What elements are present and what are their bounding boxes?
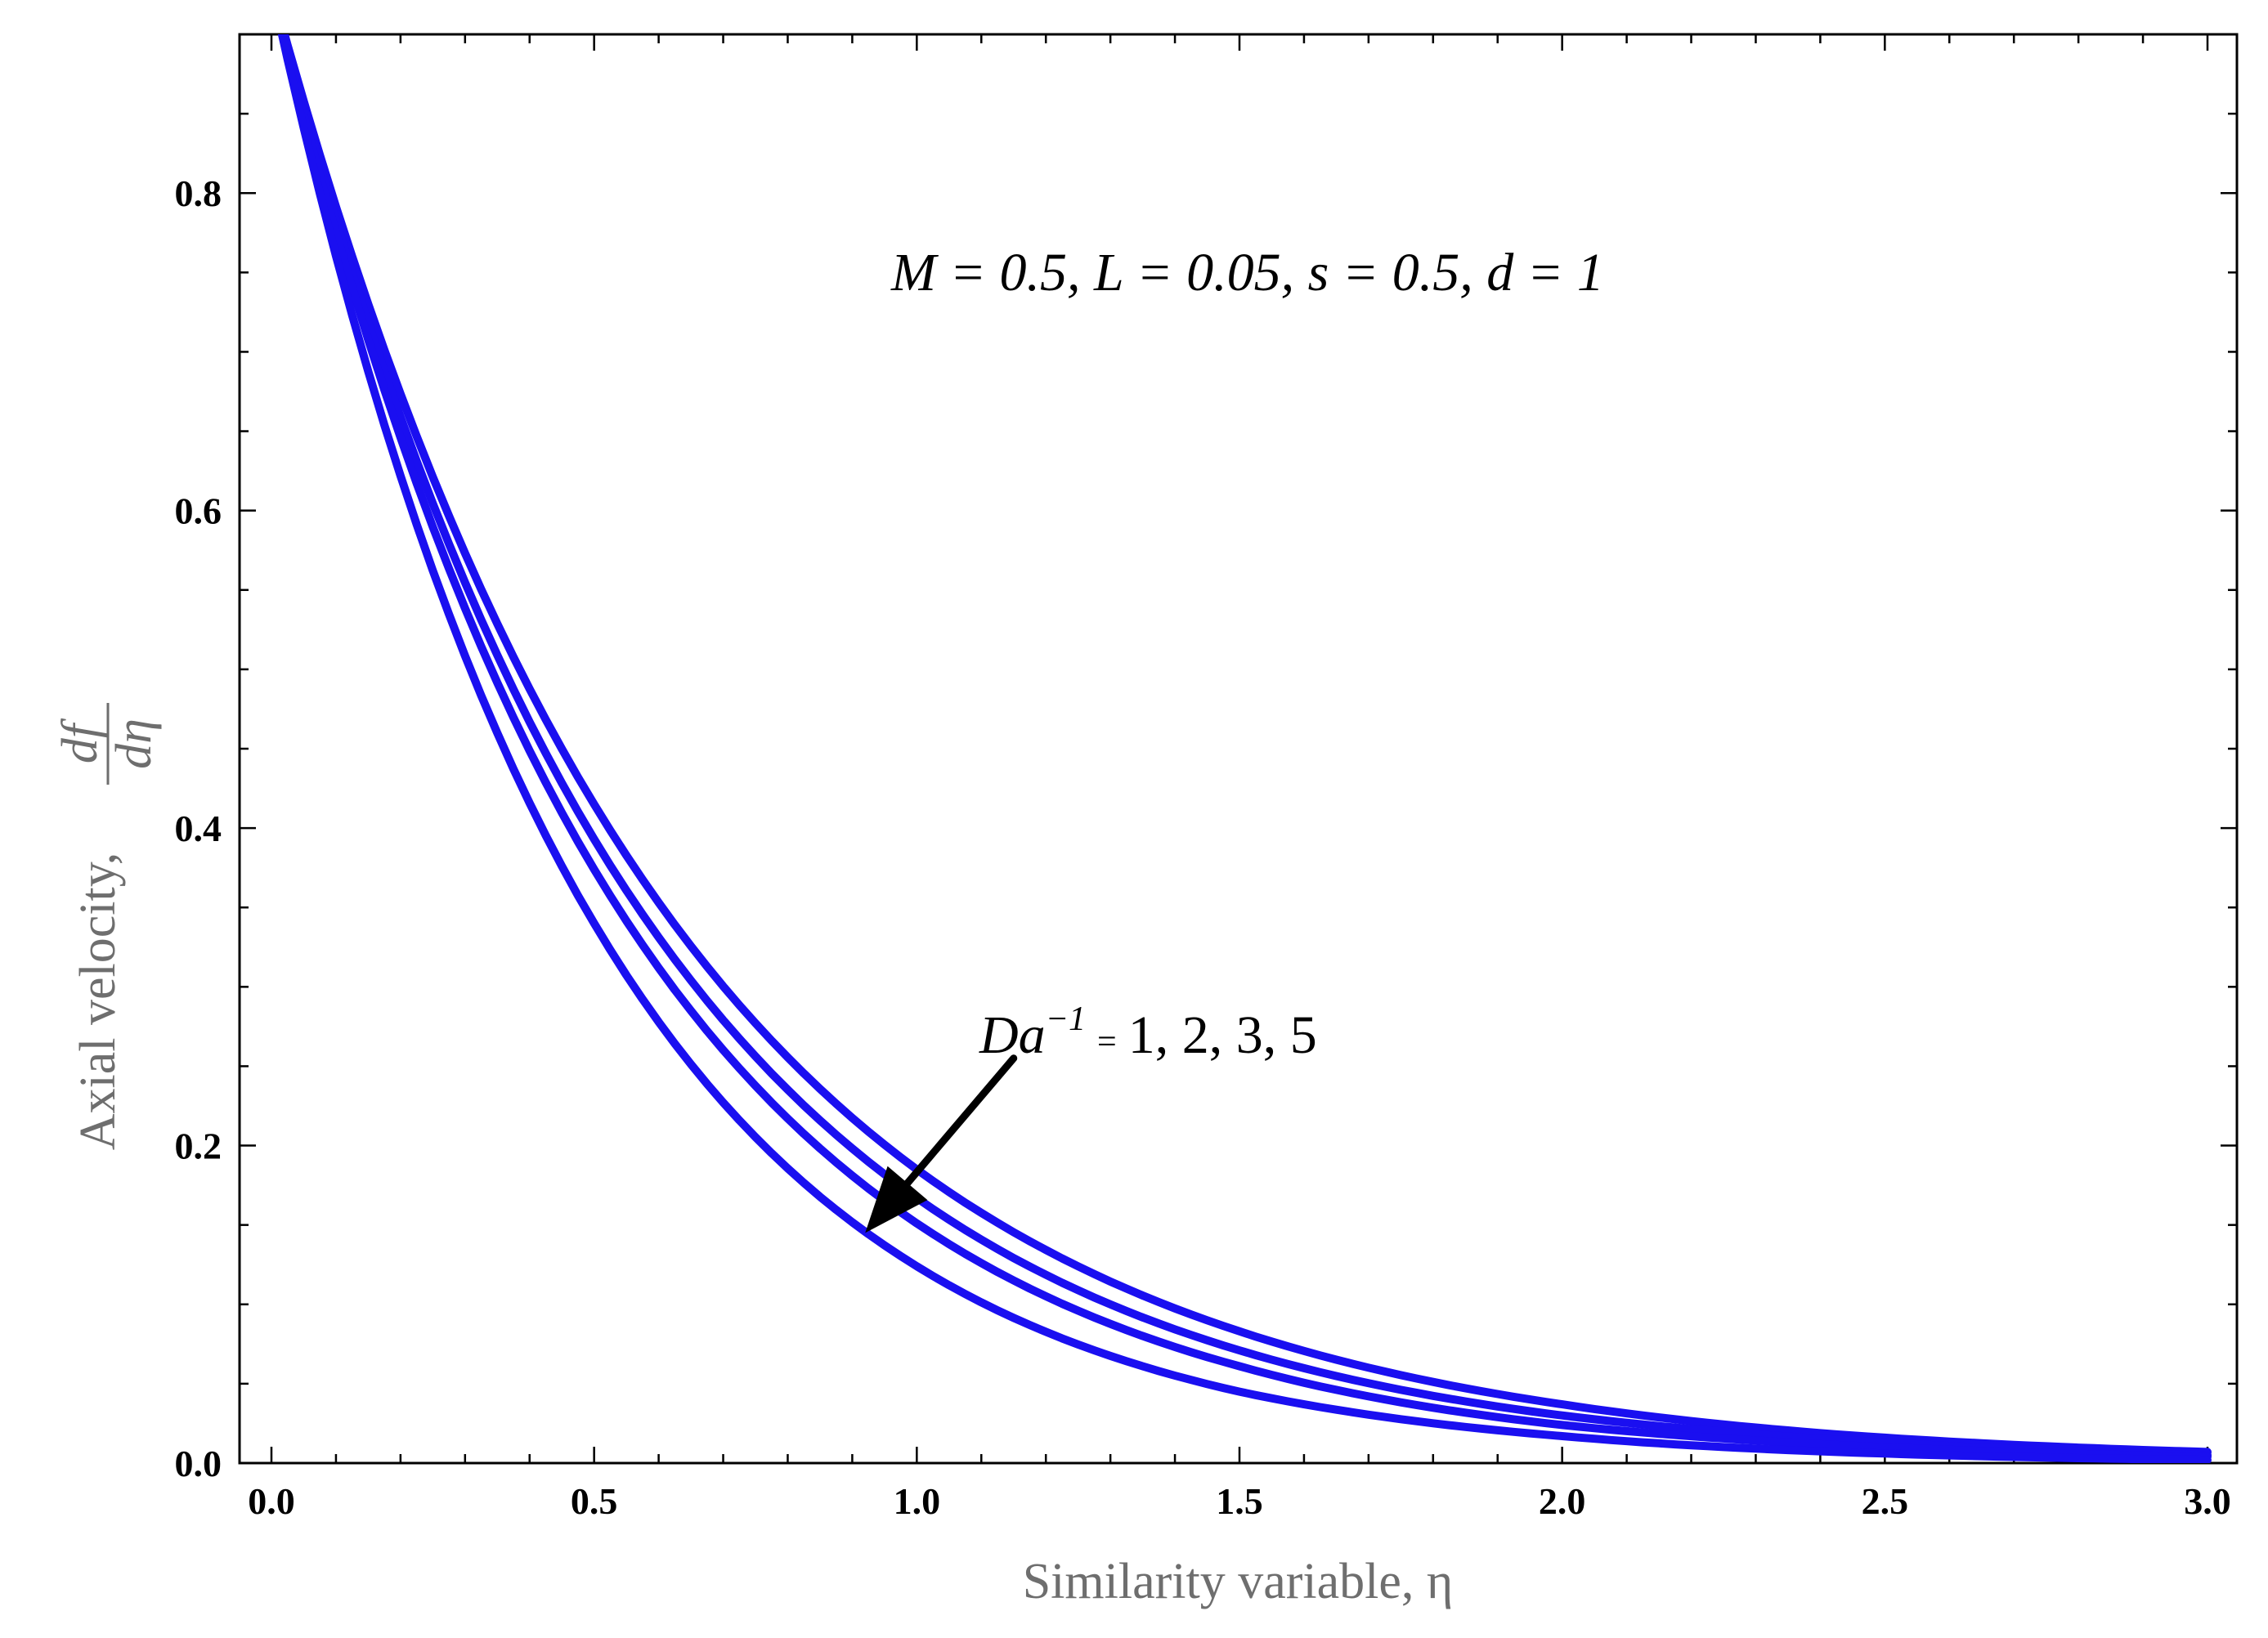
arrow-head [865,1166,928,1233]
x-tick-label: 3.0 [2184,1480,2231,1522]
x-axis-label: Similarity variable, η [1023,1554,1454,1609]
series-line [279,34,2212,1460]
da-exponent: −1 [1046,1000,1086,1038]
y-tick-label: 0.6 [175,490,222,532]
y-tick-label: 0.0 [175,1443,222,1484]
y-tick-label: 0.2 [175,1126,222,1167]
y-axis-label-denominator: dη [106,718,162,769]
x-tick-label: 1.0 [894,1480,941,1522]
axis-tick-labels: 0.0 0.5 1.0 1.5 2.0 2.5 3.0 0.0 0.2 0.4 0.6 0.8 [175,172,2231,1522]
da-values: 1, 2, 3, 5 [1128,1005,1317,1065]
params-annotation: M = 0.5, L = 0.05, s = 0.5, d = 1 [890,243,1604,302]
y-tick-label: 0.8 [175,172,222,214]
da-equals: = [1097,1023,1117,1061]
y-axis-label: Axial velocity, df dη [52,703,162,1150]
x-tick-label: 0.5 [571,1480,618,1522]
svg-text:Da−1=1, 2, 3, 5: Da−1= 1, 2, 3, 5 [979,1000,1317,1065]
y-axis-label-text: Axial velocity, [70,853,126,1150]
trend-arrow [865,1054,1018,1233]
x-tick-label: 0.0 [248,1480,295,1522]
da-annotation: Da−1= 1, 2, 3, 5 [979,1000,1317,1065]
y-tick-label: 0.4 [175,808,222,849]
arrow-shaft [903,1054,1018,1187]
x-tick-label: 1.5 [1216,1480,1263,1522]
x-tick-label: 2.5 [1862,1480,1909,1522]
series-line [280,34,2212,1457]
series-line [279,34,2212,1461]
series-line [277,34,2212,1463]
y-axis-label-numerator: df [52,718,108,763]
series-lines [277,34,2212,1463]
x-tick-label: 2.0 [1539,1480,1586,1522]
